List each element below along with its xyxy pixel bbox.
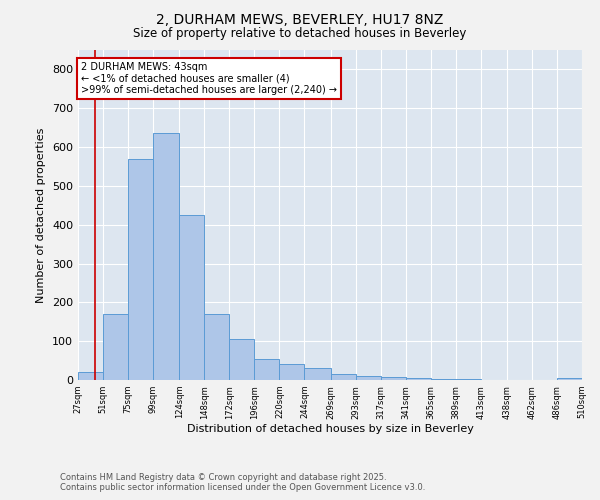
Bar: [254, 358, 280, 380]
Bar: [304, 368, 331, 380]
Bar: [406, 378, 431, 380]
Bar: [356, 376, 380, 380]
Bar: [331, 374, 356, 380]
Text: 2 DURHAM MEWS: 43sqm
← <1% of detached houses are smaller (4)
>99% of semi-detac: 2 DURHAM MEWS: 43sqm ← <1% of detached h…: [81, 62, 337, 95]
Text: Size of property relative to detached houses in Beverley: Size of property relative to detached ho…: [133, 28, 467, 40]
Bar: [380, 377, 406, 380]
Bar: [456, 379, 481, 380]
Y-axis label: Number of detached properties: Number of detached properties: [37, 128, 46, 302]
Bar: [179, 215, 204, 380]
X-axis label: Distribution of detached houses by size in Beverley: Distribution of detached houses by size …: [187, 424, 473, 434]
Text: 2, DURHAM MEWS, BEVERLEY, HU17 8NZ: 2, DURHAM MEWS, BEVERLEY, HU17 8NZ: [157, 12, 443, 26]
Bar: [128, 158, 153, 380]
Bar: [78, 372, 103, 380]
Bar: [280, 364, 304, 380]
Bar: [153, 134, 179, 380]
Bar: [557, 378, 582, 380]
Bar: [204, 314, 229, 380]
Text: Contains HM Land Registry data © Crown copyright and database right 2025.
Contai: Contains HM Land Registry data © Crown c…: [60, 473, 425, 492]
Bar: [229, 339, 254, 380]
Bar: [431, 379, 456, 380]
Bar: [103, 314, 128, 380]
